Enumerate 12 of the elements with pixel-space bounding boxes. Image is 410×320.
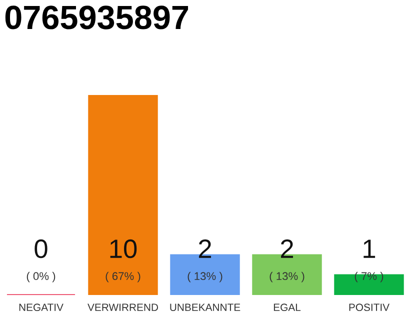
x-tick-label: NEGATIV: [19, 304, 64, 312]
x-tick-label: POSITIV: [349, 304, 390, 312]
data-label: 2 ( 13% ): [270, 239, 304, 282]
data-label: 0 ( 0% ): [26, 239, 56, 282]
x-tick-label: UNBEKANNTE: [170, 304, 240, 312]
data-label: 1 ( 7% ): [354, 240, 384, 282]
x-tick-label: VERWIRREND: [88, 304, 158, 311]
x-tick-label: EGAL: [274, 304, 301, 312]
bar: [88, 95, 158, 296]
data-label: 10 ( 67% ): [106, 239, 140, 282]
chart-title: 0765935897: [5, 6, 188, 30]
data-label: 2 ( 13% ): [188, 239, 222, 282]
